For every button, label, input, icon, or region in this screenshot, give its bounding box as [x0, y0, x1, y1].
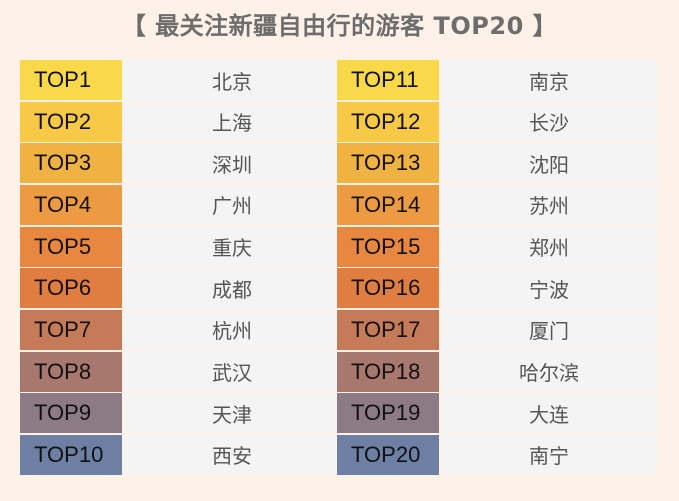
table-row: TOP18 哈尔滨 [337, 351, 657, 392]
rank-label: TOP20 [337, 434, 441, 475]
table-row: TOP7 杭州 [20, 309, 340, 350]
rank-label: TOP4 [20, 184, 124, 225]
city-name: 沈阳 [441, 143, 657, 184]
table-row: TOP2 上海 [20, 101, 340, 142]
city-name: 广州 [124, 184, 340, 225]
table-row: TOP15 郑州 [337, 226, 657, 267]
city-name: 杭州 [124, 309, 340, 350]
rank-label: TOP7 [20, 309, 124, 350]
city-name: 西安 [124, 434, 340, 475]
rank-label: TOP2 [20, 101, 124, 142]
rank-label: TOP9 [20, 393, 124, 434]
city-name: 天津 [124, 393, 340, 434]
city-name: 哈尔滨 [441, 351, 657, 392]
rank-label: TOP14 [337, 184, 441, 225]
table-row: TOP19 大连 [337, 393, 657, 434]
rank-label: TOP10 [20, 434, 124, 475]
table-row: TOP1 北京 [20, 60, 340, 100]
city-name: 成都 [124, 268, 340, 309]
city-name: 上海 [124, 101, 340, 142]
city-name: 武汉 [124, 351, 340, 392]
rank-label: TOP18 [337, 351, 441, 392]
city-name: 南宁 [441, 434, 657, 475]
rank-label: TOP6 [20, 268, 124, 309]
table-row: TOP9 天津 [20, 393, 340, 434]
rank-label: TOP1 [20, 60, 124, 100]
rank-label: TOP11 [337, 60, 441, 100]
city-name: 北京 [124, 60, 340, 100]
city-name: 郑州 [441, 226, 657, 267]
rank-label: TOP13 [337, 143, 441, 184]
table-row: TOP12 长沙 [337, 101, 657, 142]
table-row: TOP4 广州 [20, 184, 340, 225]
rank-label: TOP16 [337, 268, 441, 309]
table-row: TOP8 武汉 [20, 351, 340, 392]
rank-label: TOP15 [337, 226, 441, 267]
table-row: TOP14 苏州 [337, 184, 657, 225]
ranking-column-right: TOP11 南京 TOP12 长沙 TOP13 沈阳 TOP14 苏州 TOP15 郑州 TOP16… [337, 60, 657, 477]
city-name: 深圳 [124, 143, 340, 184]
city-name: 南京 [441, 60, 657, 100]
rank-label: TOP12 [337, 101, 441, 142]
rank-label: TOP5 [20, 226, 124, 267]
city-name: 大连 [441, 393, 657, 434]
rank-label: TOP19 [337, 393, 441, 434]
rank-label: TOP17 [337, 309, 441, 350]
rank-label: TOP8 [20, 351, 124, 392]
table-row: TOP17 厦门 [337, 309, 657, 350]
city-name: 重庆 [124, 226, 340, 267]
table-row: TOP11 南京 [337, 60, 657, 100]
city-name: 苏州 [441, 184, 657, 225]
table-row: TOP3 深圳 [20, 143, 340, 184]
table-row: TOP6 成都 [20, 268, 340, 309]
table-row: TOP10 西安 [20, 434, 340, 475]
city-name: 宁波 [441, 268, 657, 309]
table-row: TOP13 沈阳 [337, 143, 657, 184]
rank-label: TOP3 [20, 143, 124, 184]
city-name: 厦门 [441, 309, 657, 350]
ranking-column-left: TOP1 北京 TOP2 上海 TOP3 深圳 TOP4 广州 TOP5 重庆 TOP6 成都 TOP7… [20, 60, 340, 477]
table-row: TOP16 宁波 [337, 268, 657, 309]
table-row: TOP20 南宁 [337, 434, 657, 475]
city-name: 长沙 [441, 101, 657, 142]
chart-title: 【 最关注新疆自由行的游客 TOP20 】 [121, 12, 558, 40]
table-row: TOP5 重庆 [20, 226, 340, 267]
